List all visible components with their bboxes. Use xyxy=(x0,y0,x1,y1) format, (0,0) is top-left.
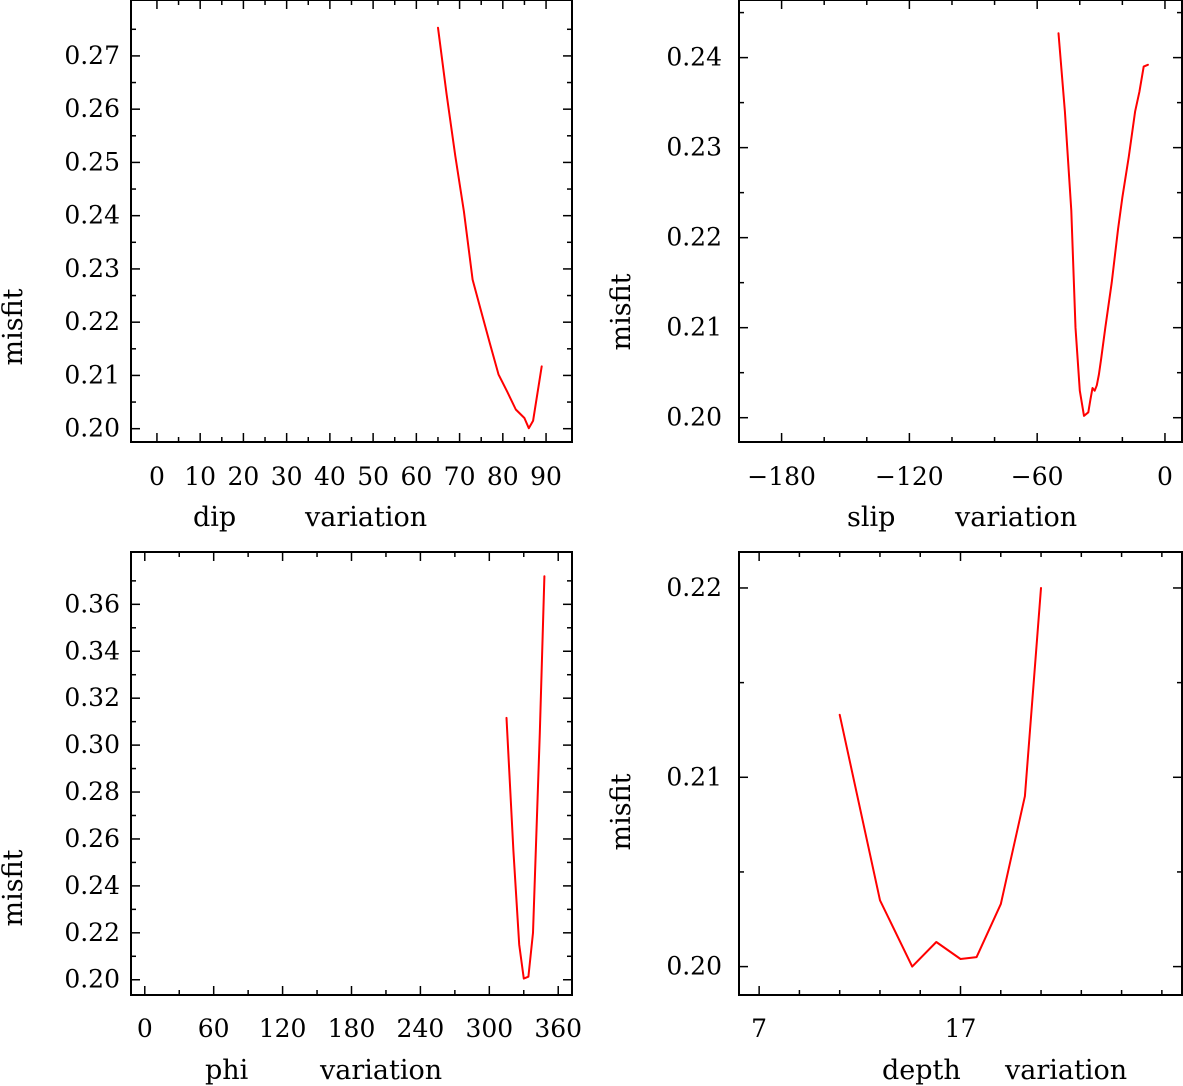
y-tick-label: 0.24 xyxy=(64,201,120,230)
x-tick-label: 360 xyxy=(534,1014,582,1043)
tick-marks: 0 60 120 180 240 300 360 0.20 0.22 0.24 0.26 0.28 0.… xyxy=(64,552,582,1043)
x-axis-label-word1: dip xyxy=(193,502,236,533)
y-axis-label: misfit xyxy=(606,773,637,850)
y-tick-label: 0.20 xyxy=(666,952,722,981)
y-tick-label: 0.22 xyxy=(666,223,722,252)
y-tick-label: 0.24 xyxy=(666,43,722,72)
x-tick-label: 80 xyxy=(487,462,519,491)
y-tick-label: 0.34 xyxy=(64,636,120,665)
tick-marks: −180 −120 −60 0 0.20 0.21 0.22 0.23 0.24 xyxy=(666,0,1182,491)
plot-frame xyxy=(130,551,573,996)
plot-frame xyxy=(738,551,1183,996)
y-tick-label: 0.30 xyxy=(64,730,120,759)
x-tick-label: 10 xyxy=(184,462,216,491)
data-marks xyxy=(505,575,546,980)
y-tick-label: 0.21 xyxy=(64,360,120,389)
panel-phi: 0 60 120 180 240 300 360 0.20 0.22 0.24 0.26 0.28 0.… xyxy=(0,551,582,1086)
x-tick-label: 180 xyxy=(328,1014,376,1043)
x-axis-label-word2: variation xyxy=(319,1055,442,1086)
panel-dip: 0 10 20 30 40 50 60 70 80 90 0.20 0.21 0.22 0.23 0.24 0… xyxy=(0,0,573,533)
x-tick-label: 120 xyxy=(259,1014,307,1043)
x-tick-label: 0 xyxy=(137,1014,153,1043)
y-tick-label: 0.36 xyxy=(64,589,120,618)
x-tick-label: 50 xyxy=(357,462,389,491)
y-tick-label: 0.32 xyxy=(64,683,120,712)
x-tick-label: 17 xyxy=(945,1014,977,1043)
x-tick-label: 0 xyxy=(149,462,165,491)
y-tick-label: 0.24 xyxy=(64,871,120,900)
tick-marks: 0 10 20 30 40 50 60 70 80 90 0.20 0.21 0.22 0.23 0.24 0… xyxy=(64,0,572,491)
y-tick-label: 0.25 xyxy=(64,147,120,176)
y-tick-label: 0.20 xyxy=(666,403,722,432)
y-tick-label: 0.22 xyxy=(666,573,722,602)
x-tick-label: 30 xyxy=(271,462,303,491)
x-tick-label: 40 xyxy=(314,462,346,491)
panel-slip: −180 −120 −60 0 0.20 0.21 0.22 0.23 0.24 slip va… xyxy=(606,0,1183,533)
misfit-series-line xyxy=(1057,32,1149,417)
x-axis-label-word1: depth xyxy=(882,1055,961,1086)
x-tick-label: 60 xyxy=(400,462,432,491)
y-tick-label: 0.20 xyxy=(64,414,120,443)
x-tick-label: −120 xyxy=(875,462,944,491)
x-tick-label: 7 xyxy=(751,1014,767,1043)
y-tick-label: 0.22 xyxy=(64,918,120,947)
y-tick-label: 0.28 xyxy=(64,777,120,806)
x-axis-label-word2: variation xyxy=(954,502,1077,533)
x-axis-label-word1: slip xyxy=(847,502,895,533)
data-marks xyxy=(838,587,1042,968)
data-marks xyxy=(1057,32,1149,417)
y-tick-label: 0.23 xyxy=(64,254,120,283)
x-tick-label: 300 xyxy=(465,1014,513,1043)
x-tick-label: 20 xyxy=(228,462,260,491)
y-tick-label: 0.26 xyxy=(64,94,120,123)
x-tick-label: 90 xyxy=(530,462,562,491)
y-axis-label: misfit xyxy=(0,849,29,926)
x-tick-label: 0 xyxy=(1157,462,1173,491)
y-axis-label: misfit xyxy=(0,288,29,365)
y-axis-label: misfit xyxy=(606,273,637,350)
x-tick-label: 240 xyxy=(397,1014,445,1043)
y-tick-label: 0.20 xyxy=(64,965,120,994)
misfit-series-line xyxy=(838,587,1042,968)
x-tick-label: −60 xyxy=(1011,462,1064,491)
y-tick-label: 0.21 xyxy=(666,313,722,342)
x-axis-label-word2: variation xyxy=(1004,1055,1127,1086)
y-tick-label: 0.22 xyxy=(64,307,120,336)
data-marks xyxy=(437,26,543,430)
x-tick-label: 70 xyxy=(444,462,476,491)
y-tick-label: 0.26 xyxy=(64,824,120,853)
x-tick-label: −180 xyxy=(747,462,816,491)
y-tick-label: 0.27 xyxy=(64,41,120,70)
plot-frame xyxy=(130,0,573,443)
y-tick-label: 0.21 xyxy=(666,762,722,791)
x-axis-label-word1: phi xyxy=(205,1055,249,1086)
misfit-series-line xyxy=(505,575,546,980)
misfit-series-line xyxy=(437,26,543,430)
x-tick-label: 60 xyxy=(198,1014,230,1043)
tick-marks: 7 17 0.20 0.21 0.22 xyxy=(666,552,1182,1043)
plot-frame xyxy=(738,0,1183,443)
y-tick-label: 0.23 xyxy=(666,133,722,162)
panel-depth: 7 17 0.20 0.21 0.22 depth variation misfit xyxy=(606,551,1183,1086)
x-axis-label-word2: variation xyxy=(304,502,427,533)
